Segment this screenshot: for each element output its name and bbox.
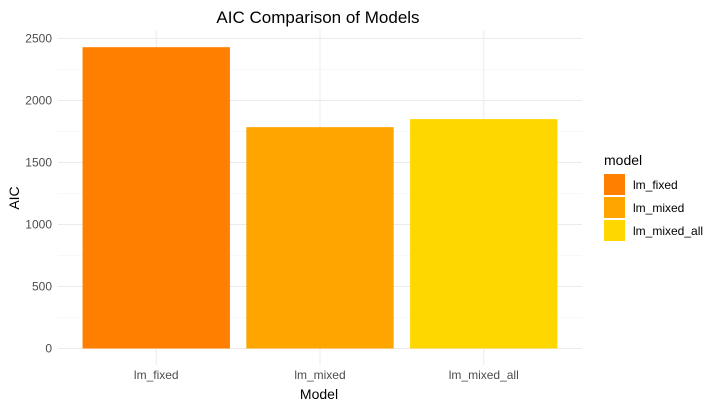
x-tick-labels: lm_fixed lm_mixed lm_mixed_all: [134, 368, 519, 382]
x-tick-label: lm_fixed: [134, 368, 179, 382]
x-tick-label: lm_mixed_all: [449, 368, 519, 382]
chart-title: AIC Comparison of Models: [216, 8, 419, 27]
y-tick-label: 0: [45, 342, 52, 356]
bar-lm-mixed-all: [410, 119, 558, 349]
y-tick-labels: 0 500 1000 1500 2000 2500: [25, 32, 52, 356]
bars: [82, 47, 558, 349]
y-tick-label: 1000: [25, 218, 52, 232]
legend-items: lm_fixed lm_mixed lm_mixed_all: [604, 174, 703, 241]
bar-lm-fixed: [82, 47, 230, 349]
y-tick-label: 1500: [25, 156, 52, 170]
y-tick-label: 500: [32, 280, 52, 294]
bar-lm-mixed: [246, 127, 394, 349]
legend-swatch: [604, 174, 625, 195]
legend: model lm_fixed lm_mixed lm_mixed_all: [604, 152, 703, 241]
y-tick-label: 2000: [25, 94, 52, 108]
legend-label: lm_mixed_all: [633, 224, 703, 238]
x-tick-label: lm_mixed: [294, 368, 345, 382]
legend-title: model: [604, 152, 642, 168]
x-axis-title: Model: [300, 386, 338, 402]
legend-label: lm_fixed: [633, 178, 678, 192]
legend-swatch: [604, 197, 625, 218]
legend-swatch: [604, 220, 625, 241]
y-axis-title: AIC: [6, 186, 22, 209]
legend-label: lm_mixed: [633, 201, 684, 215]
y-tick-label: 2500: [25, 32, 52, 46]
